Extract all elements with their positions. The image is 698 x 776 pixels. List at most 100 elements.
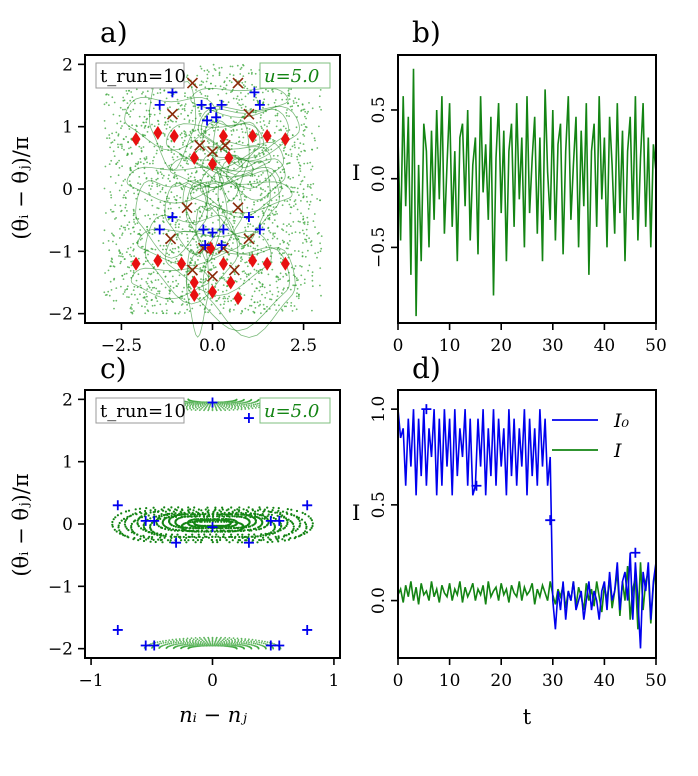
b-xtick-label-5: 50 [645,336,667,356]
orbit-point [188,529,191,532]
trajectory-point [194,202,197,205]
trajectory-point [145,109,148,112]
trajectory-point [262,129,265,131]
trajectory-point [286,225,288,227]
trajectory-point [156,149,158,152]
trajectory-point [232,238,235,240]
trajectory-point [172,251,175,254]
trajectory-point [176,156,179,158]
trajectory-point [186,160,189,162]
orbit-point [190,513,193,516]
orbit-point [206,506,209,509]
orbit-point [225,520,228,523]
orbit-point [203,533,206,536]
trajectory-point [189,96,192,99]
orbit-point [234,644,237,647]
trajectory-point [276,114,279,117]
orbit-point [243,641,245,643]
trajectory-point [217,298,220,300]
trajectory-point [118,237,121,239]
trajectory-point [119,143,122,146]
trajectory-point [119,228,121,230]
trajectory-point [287,92,290,95]
brown-x-marker [219,139,231,151]
trajectory-point [157,279,160,281]
orbit-point [238,642,241,644]
orbit-point [254,521,257,524]
trajectory-point [310,240,313,242]
trajectory-point [135,88,138,91]
trajectory-point [152,311,155,314]
trajectory-point [311,194,313,196]
trajectory-point [174,260,177,263]
orbit-point [111,525,114,528]
orbit-point [208,639,211,642]
trajectory-point [174,226,177,229]
trajectory-point [223,87,225,89]
orbit-point [243,403,246,406]
trajectory-point [152,162,154,165]
orbit-point [230,644,233,646]
trajectory-point [242,84,245,86]
blue-plus-marker [207,227,218,238]
trajectory-point [271,89,273,91]
d-ytick-label-0: 0.0 [369,587,389,614]
trajectory-point [228,79,231,82]
trajectory-point [200,80,203,83]
orbit-point [164,527,167,531]
trajectory-point [296,187,299,190]
orbit-point [159,640,162,643]
trajectory-point [197,134,200,137]
trajectory-point [306,216,309,219]
trajectory-point [176,98,179,101]
orbit-point [233,401,236,404]
orbit-point [247,533,250,536]
trajectory-point [159,190,162,193]
trajectory-point [206,69,209,72]
orbit-point [122,517,126,521]
orbit-point [250,404,253,406]
trajectory-point [319,284,321,287]
trajectory-point [166,123,169,126]
trajectory-point [292,186,294,189]
orbit-point [173,535,176,538]
orbit-point [158,514,161,518]
trajectory-point [151,248,154,251]
trajectory-point [141,305,143,308]
trajectory-point [303,135,306,137]
trajectory-point [163,89,166,92]
orbit-point [221,508,224,511]
trajectory-point [103,103,106,106]
trajectory-point [227,300,230,303]
orbit-point [266,541,269,544]
trajectory-point [209,309,211,311]
orbit-point [241,644,244,646]
orbit-point [232,637,235,639]
trajectory-point [219,312,221,315]
orbit-point [253,640,256,643]
orbit-point [262,534,265,537]
trajectory-point [318,231,320,234]
trajectory-point [164,275,167,278]
orbit-point [233,527,237,530]
blue-plus-marker [274,515,285,526]
orbit-point [156,534,159,537]
trajectory-point [177,226,180,229]
orbit-point [174,515,178,519]
orbit-point [199,520,202,523]
blue-plus-marker [198,224,209,235]
trajectory-point [308,264,311,267]
trajectory-point [244,95,247,98]
trajectory-point [121,234,123,236]
trajectory-point [230,144,233,147]
trajectory-point [301,229,304,232]
orbit-point [170,533,174,536]
trajectory-point [240,293,242,296]
orbit-point [230,407,233,410]
trajectory-point [214,85,217,87]
trajectory-point [286,162,289,165]
trajectory-point [184,103,187,105]
orbit-point [152,510,155,514]
orbit-point [219,401,221,404]
trajectory-point [273,131,276,134]
